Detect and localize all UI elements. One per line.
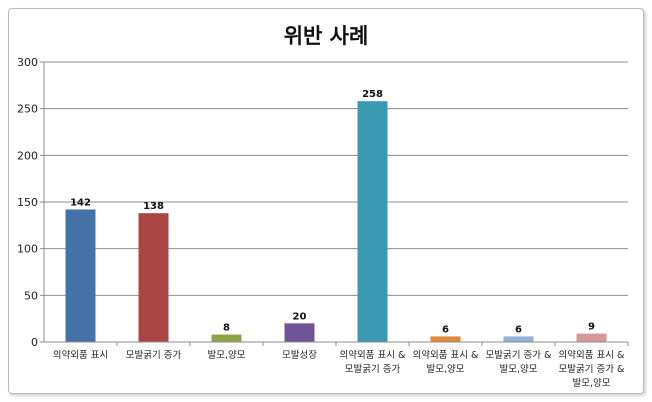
data-label: 6 [515,324,522,335]
y-tick-label: 250 [17,103,38,116]
chart-title: 위반 사례 [284,24,369,48]
y-tick-label: 50 [24,289,38,302]
y-tick-label: 100 [17,243,38,256]
bar [357,101,388,342]
y-tick-label: 200 [17,149,38,162]
data-labels: 142 138 8 20 258 6 6 9 [70,89,595,335]
bar [430,336,461,342]
y-axis: 0 50 100 150 200 250 300 [17,56,45,349]
data-label: 6 [442,324,449,335]
bar [65,209,96,342]
data-label: 138 [143,201,164,212]
x-tick-label: 의약외품 표시 & 모발굵기 증가 & 발모,양모 [559,349,625,389]
y-tick-label: 0 [31,336,38,349]
data-label: 142 [70,197,91,208]
x-tick-label: 의약외품 표시 [53,349,108,361]
x-axis: 의약외품 표시 모발굵기 증가 발모,양모 모발성장 의약외품 표시 & 모발굵기 증가 의… [44,341,629,389]
x-tick-label: 모발굵기 증가 & 발모,양모 [486,350,552,375]
x-tick-label: 모발성장 [282,350,317,361]
data-label: 8 [223,323,230,334]
x-tick-label: 모발굵기 증가 [126,350,182,361]
bars [65,101,607,342]
x-tick-label: 의약외품 표시 & 모발굵기 증가 [340,349,406,375]
bar [211,334,242,342]
x-tick-label: 의약외품 표시 & 발모,양모 [413,349,479,375]
bar [284,323,315,342]
bar [138,213,169,342]
y-tick-label: 150 [17,196,38,209]
y-tick-label: 300 [17,56,38,69]
data-label: 9 [588,322,595,333]
x-tick-label: 발모,양모 [208,350,246,361]
bar [503,336,534,342]
gridlines [44,61,628,296]
bar [576,333,607,342]
data-label: 258 [362,89,383,100]
data-label: 20 [293,311,307,322]
chart-frame [8,8,644,394]
